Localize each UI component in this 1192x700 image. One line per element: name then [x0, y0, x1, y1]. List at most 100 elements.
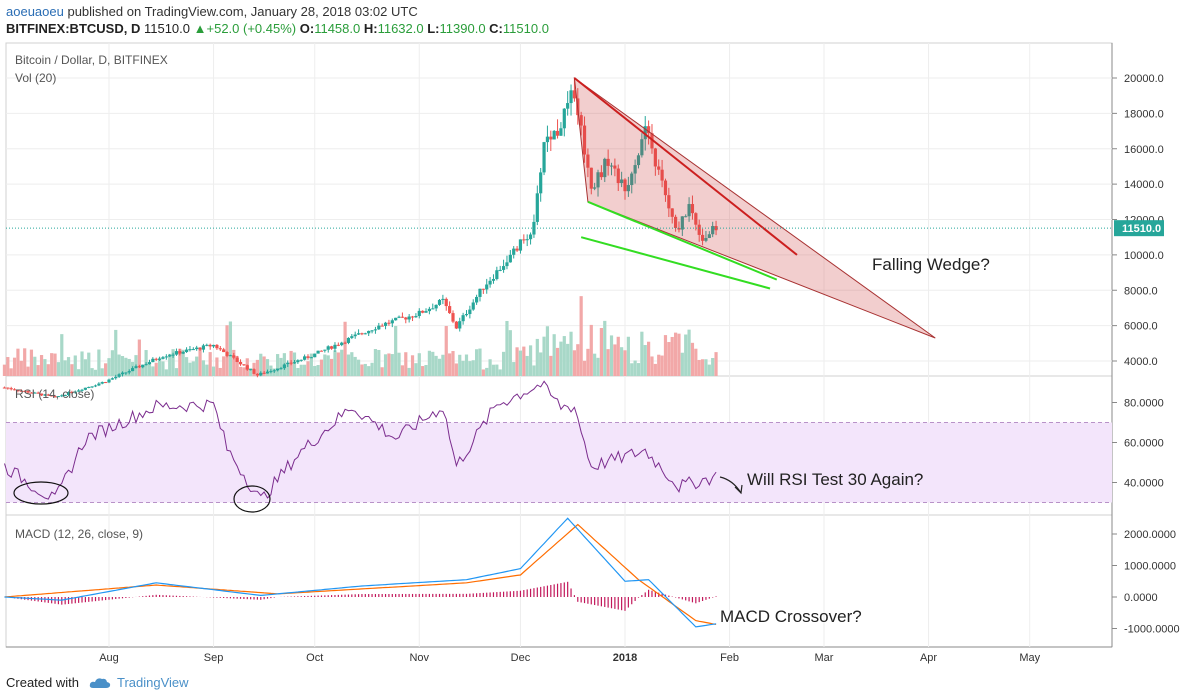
volume-bar	[195, 356, 199, 376]
candle-body	[448, 306, 452, 314]
candle-body	[586, 154, 590, 168]
candle-body	[660, 169, 664, 181]
rsi-band	[6, 422, 1112, 503]
volume-bar	[353, 356, 357, 376]
volume-bar	[660, 355, 664, 376]
candle-body	[238, 361, 243, 365]
volume-bar	[410, 355, 415, 376]
candle-body	[205, 344, 209, 346]
candle-body	[255, 373, 259, 376]
volume-bar	[478, 348, 482, 376]
low-value: 11390.0	[439, 21, 486, 36]
candle-body	[694, 213, 698, 225]
candle-body	[184, 349, 189, 353]
candle-body	[289, 362, 293, 364]
volume-bar	[73, 355, 77, 376]
volume-bar	[242, 367, 246, 376]
volume-bar	[259, 353, 263, 376]
candle-body	[714, 226, 718, 231]
volume-bar	[80, 351, 84, 376]
volume-bar	[201, 360, 206, 376]
candle-body	[16, 390, 20, 392]
candle-body	[60, 395, 64, 397]
candle-body	[151, 358, 155, 363]
price-tick-label: 16000.0	[1124, 144, 1164, 156]
candle-body	[616, 168, 620, 184]
volume-bar	[70, 364, 74, 376]
volume-bar	[670, 336, 674, 376]
candle-body	[414, 316, 418, 318]
last-price: 11510.0	[143, 21, 190, 36]
candle-body	[404, 317, 408, 320]
candle-body	[535, 193, 539, 222]
volume-bar	[276, 354, 280, 376]
volume-bar	[16, 348, 20, 376]
volume-layer	[2, 296, 718, 376]
volume-bar	[110, 350, 114, 376]
volume-bar	[589, 324, 593, 376]
volume-bar	[404, 352, 408, 376]
volume-bar	[208, 352, 212, 376]
rsi-layer	[4, 380, 717, 513]
candle-body	[144, 364, 148, 366]
volume-bar	[620, 347, 624, 376]
volume-bar	[19, 360, 23, 376]
volume-bar	[562, 336, 566, 376]
candle-body	[427, 308, 431, 312]
volume-bar	[623, 350, 627, 376]
volume-bar	[198, 349, 202, 376]
volume-bar	[77, 369, 81, 376]
volume-bar	[582, 360, 587, 376]
candle-body	[313, 353, 317, 358]
candle-body	[43, 394, 47, 396]
candles-layer	[2, 77, 718, 398]
last-price-tag	[1114, 220, 1164, 237]
volume-bar	[50, 353, 54, 376]
candle-body	[562, 108, 566, 129]
footer-brand[interactable]: TradingView	[116, 675, 189, 690]
candle-body	[198, 347, 202, 350]
candle-body	[242, 364, 246, 366]
volume-bar	[215, 357, 219, 376]
candle-body	[154, 358, 158, 360]
rsi-band-layer	[6, 422, 1112, 503]
volume-bar	[188, 362, 192, 376]
wedge-layer	[573, 76, 936, 339]
candle-body	[424, 311, 428, 313]
volume-bar	[593, 353, 597, 376]
volume-bar	[704, 359, 708, 376]
volume-bar	[505, 320, 509, 376]
candle-body	[451, 313, 455, 322]
volume-bar	[542, 336, 546, 376]
candle-body	[599, 172, 603, 178]
volume-bar	[525, 355, 529, 376]
x-tick-label: Mar	[815, 652, 834, 664]
volume-bar	[400, 365, 405, 376]
volume-bar	[694, 348, 698, 376]
volume-bar	[100, 368, 104, 376]
candle-body	[475, 296, 479, 303]
candle-body	[201, 345, 206, 350]
x-tick-label: May	[1019, 652, 1040, 664]
candle-body	[316, 350, 320, 354]
annotation-layer: Falling Wedge? Will RSI Test 30 Again? MAC…	[719, 255, 990, 626]
x-tick-label: Dec	[511, 652, 531, 664]
price-tick-label: 8000.0	[1124, 285, 1158, 297]
volume-bar	[528, 345, 533, 376]
candle-body	[498, 269, 502, 271]
candle-body	[97, 383, 101, 386]
candle-body	[282, 364, 286, 369]
volume-bar	[559, 341, 563, 376]
volume-bar	[609, 335, 614, 376]
volume-bar	[461, 360, 465, 376]
volume-bar	[454, 363, 458, 376]
candle-body	[168, 355, 172, 357]
candle-body	[566, 103, 570, 109]
candle-body	[124, 372, 128, 374]
candle-body	[680, 216, 684, 230]
volume-bar	[97, 349, 101, 376]
candle-body	[471, 302, 475, 310]
candle-body	[437, 299, 442, 305]
author-link[interactable]: aoeuaoeu	[6, 4, 64, 19]
